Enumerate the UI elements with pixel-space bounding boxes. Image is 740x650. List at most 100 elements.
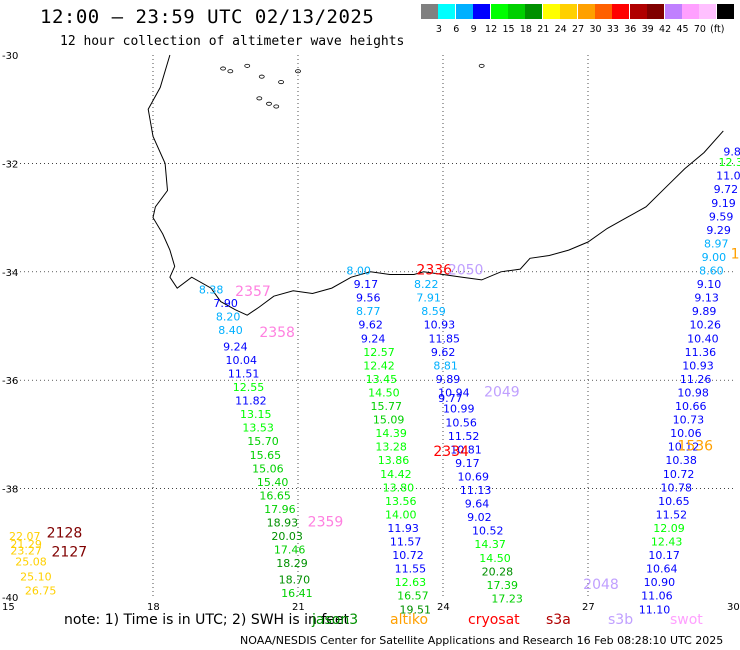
wave-height-value: 7.90 <box>213 297 238 310</box>
wave-height-value: 8.40 <box>218 324 243 337</box>
wave-height-value: 16.57 <box>397 590 429 603</box>
color-scale-label: 18 <box>519 24 532 35</box>
wave-height-value: 10.26 <box>690 319 722 332</box>
wave-height-value: 11.36 <box>685 346 717 359</box>
wave-height-value: 9.64 <box>465 498 490 511</box>
longitude-tick-label: 18 <box>147 602 160 613</box>
wave-height-value: 15.70 <box>247 435 279 448</box>
island-outline <box>295 69 301 74</box>
footer-note: note: 1) Time is in UTC; 2) SWH is in fe… <box>64 612 350 628</box>
page-subtitle: 12 hour collection of altimeter wave hei… <box>60 34 405 49</box>
wave-height-value: 13.53 <box>242 422 274 435</box>
wave-height-value: 10.38 <box>665 454 697 467</box>
color-scale-label: 9 <box>470 24 477 35</box>
wave-height-value: 20.03 <box>271 530 303 543</box>
pass-time-label: 2336 <box>416 263 452 279</box>
wave-height-value: 10.73 <box>673 414 705 427</box>
wave-height-value: 25.08 <box>15 556 47 569</box>
legend-item-jason3: jason3 <box>312 612 359 628</box>
wave-height-value: 11.93 <box>387 522 419 535</box>
longitude-tick-label: 15 <box>2 602 15 613</box>
wave-height-value: 10.99 <box>443 403 475 416</box>
color-swatch <box>664 4 682 19</box>
wave-height-value: 8.38 <box>199 283 224 296</box>
pass-time-label: 2358 <box>259 325 295 341</box>
wave-height-value: 9.59 <box>709 210 734 223</box>
wave-height-value: 10.78 <box>661 481 693 494</box>
wave-height-value: 9.89 <box>692 305 717 318</box>
wave-height-value: 13.56 <box>385 495 417 508</box>
wave-height-value: 11.57 <box>390 536 422 549</box>
footer-credit: NOAA/NESDIS Center for Satellite Applica… <box>240 634 724 647</box>
wave-height-value: 11.26 <box>680 373 712 386</box>
map-grid <box>8 55 733 597</box>
color-scale-label: 30 <box>589 24 602 35</box>
color-swatch <box>542 4 560 19</box>
wave-height-value: 11.06 <box>641 590 673 603</box>
wave-height-value: 10.98 <box>677 386 709 399</box>
wave-height-value: 14.50 <box>368 386 400 399</box>
wave-height-value: 21.29 <box>10 538 42 551</box>
latitude-tick-label: -32 <box>2 159 18 170</box>
wave-height-value: 10.64 <box>646 563 678 576</box>
color-swatch <box>612 4 630 19</box>
longitude-tick-label: 27 <box>582 602 595 613</box>
pass-time-label: 2334 <box>433 444 469 460</box>
wave-height-value: 9.17 <box>354 278 379 291</box>
color-swatch <box>421 4 438 19</box>
wave-height-value: 9.17 <box>455 457 480 470</box>
wave-height-value: 9.02 <box>467 511 492 524</box>
wave-height-value: 8.00 <box>346 265 371 278</box>
wave-height-value: 17.96 <box>264 503 296 516</box>
coastline <box>147 54 724 316</box>
wave-height-value: 10.04 <box>226 354 258 367</box>
wave-height-value: 8.81 <box>433 359 458 372</box>
wave-height-value: 10.81 <box>450 443 482 456</box>
wave-height-value: 11.82 <box>235 395 267 408</box>
island-outline <box>273 104 280 109</box>
latitude-tick-label: -34 <box>2 268 18 279</box>
wave-height-value: 12.57 <box>363 346 395 359</box>
color-swatch <box>560 4 578 19</box>
wave-height-value: 9.19 <box>711 197 736 210</box>
pass-time-label: 15 <box>731 246 740 262</box>
wave-height-value: 14.50 <box>479 552 511 565</box>
wave-height-value: 10.94 <box>438 386 470 399</box>
color-scale-label: (ft) <box>710 24 725 35</box>
island-outline <box>227 69 234 74</box>
wave-height-value: 23.27 <box>10 545 42 558</box>
wave-height-value: 26.75 <box>25 584 56 597</box>
island-outline <box>258 74 265 79</box>
wave-height-value: 12.09 <box>653 522 685 535</box>
wave-height-value: 20.28 <box>482 565 513 578</box>
page-title: 12:00 — 23:59 UTC 02/13/2025 <box>40 6 375 28</box>
color-swatch <box>473 4 491 19</box>
pass-time-label: 2049 <box>484 384 520 400</box>
wave-height-value: 8.60 <box>699 265 724 278</box>
wave-height-value: 15.65 <box>250 449 282 462</box>
wave-height-value: 11.55 <box>395 563 427 576</box>
pass-time-label: 1536 <box>677 439 713 455</box>
color-scale-label: 33 <box>606 24 619 35</box>
wave-height-value: 15.09 <box>373 414 405 427</box>
wave-height-value: 8.77 <box>356 305 381 318</box>
wave-height-value: 14.00 <box>385 508 417 521</box>
island-outline <box>278 80 284 85</box>
pass-time-label: 2359 <box>308 515 344 531</box>
color-swatch <box>577 4 595 19</box>
legend-item-altiko: altiko <box>390 612 429 628</box>
altimeter-tracks: 22.0721.2923.2725.0825.1026.758.387.908.… <box>9 145 740 616</box>
wave-height-value: 12.55 <box>233 381 265 394</box>
color-swatch <box>525 4 543 19</box>
wave-height-value: 9.10 <box>697 278 722 291</box>
island-outline <box>478 63 485 68</box>
wave-height-value: 17.46 <box>274 544 306 557</box>
wave-height-value: 12.63 <box>395 576 427 589</box>
wave-height-value: 10.52 <box>472 525 504 538</box>
wave-height-value: 9.80 <box>723 145 740 158</box>
pass-time-label: 2357 <box>235 284 271 300</box>
wave-height-value: 13.15 <box>240 408 272 421</box>
wave-height-value: 9.29 <box>706 224 731 237</box>
island-outline <box>256 96 263 101</box>
